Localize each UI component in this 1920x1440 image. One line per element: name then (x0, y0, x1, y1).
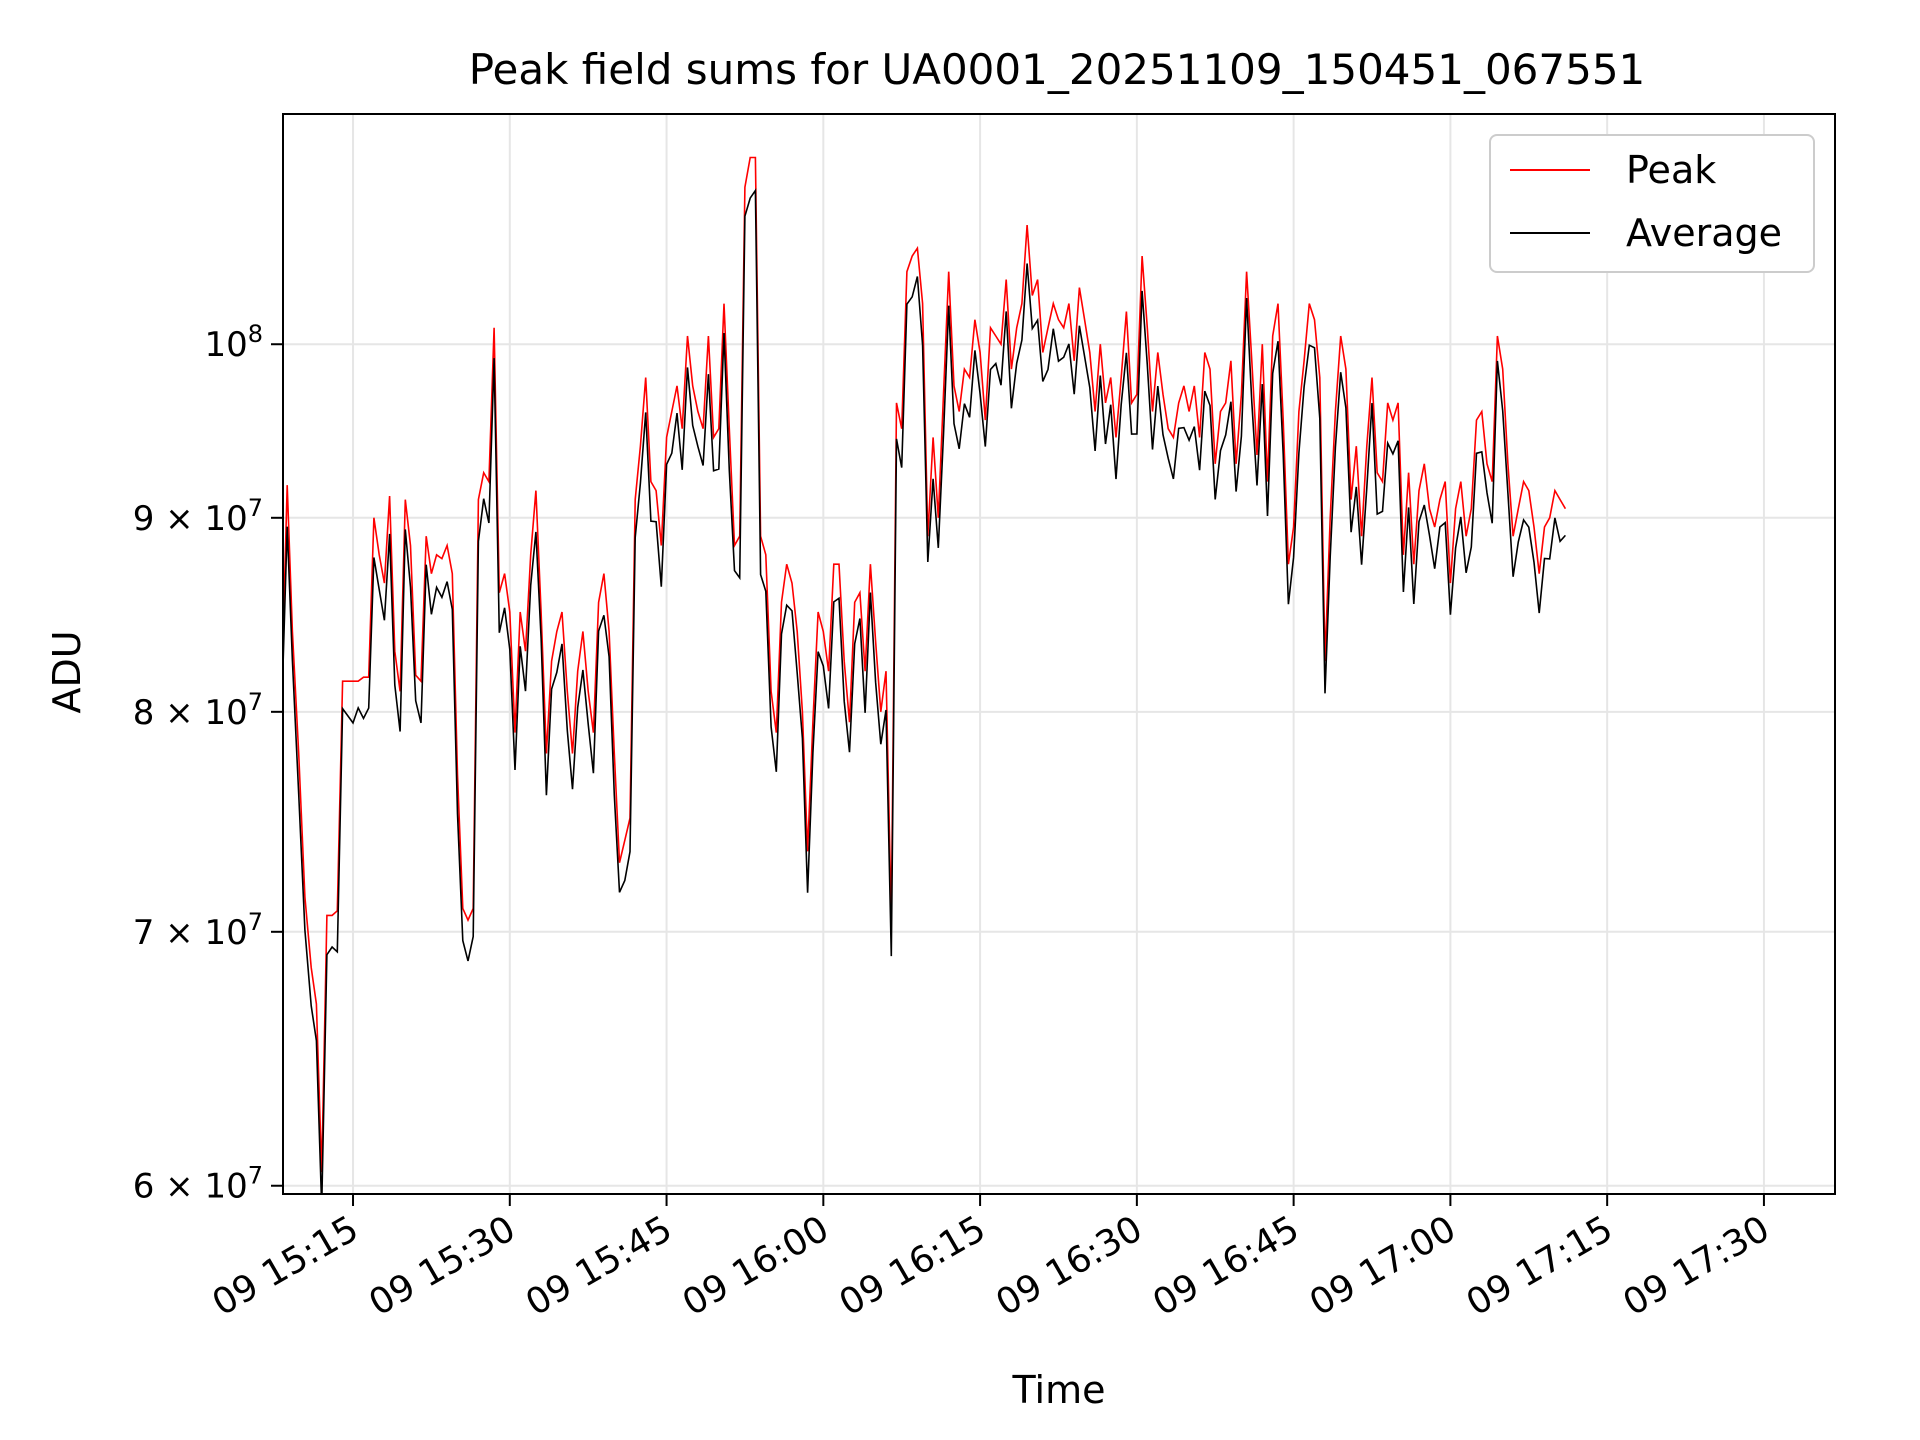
legend-average-label: Average (1626, 211, 1782, 255)
x-axis-label: Time (1012, 1368, 1106, 1412)
plot-area (282, 113, 1836, 1195)
x-tick-label: 09 16:45 (1146, 1208, 1306, 1324)
y-tick-label: 6 × 107 (133, 1162, 263, 1207)
y-tick-label: 108 (204, 320, 263, 365)
x-tick-label: 09 15:45 (519, 1208, 679, 1324)
y-tick-label: 9 × 107 (133, 494, 263, 539)
x-tick-label: 09 17:30 (1617, 1208, 1777, 1324)
x-tick-label: 09 16:30 (989, 1208, 1149, 1324)
y-axis: 6 × 107 7 × 107 8 × 107 9 × 107 108 (133, 320, 283, 1207)
x-tick-label: 09 16:00 (676, 1208, 836, 1324)
x-tick-label: 09 16:15 (833, 1208, 993, 1324)
grid-lines (283, 114, 1835, 1194)
chart-title: Peak field sums for UA0001_20251109_1504… (469, 45, 1646, 94)
x-tick-label: 09 17:00 (1303, 1208, 1463, 1324)
series-peak-line (283, 156, 1567, 1173)
series-average-line (283, 187, 1566, 1194)
x-tick-label: 09 15:30 (362, 1208, 522, 1324)
y-axis-label: ADU (45, 630, 89, 713)
x-tick-label: 09 15:15 (206, 1208, 366, 1324)
series-layer (283, 156, 1567, 1194)
legend-peak-label: Peak (1626, 148, 1716, 192)
y-tick-label: 8 × 107 (133, 688, 263, 733)
plot-frame (282, 113, 1836, 1195)
legend: Peak Average (1489, 134, 1815, 273)
x-tick-label: 09 17:15 (1460, 1208, 1620, 1324)
y-tick-label: 7 × 107 (133, 908, 263, 953)
